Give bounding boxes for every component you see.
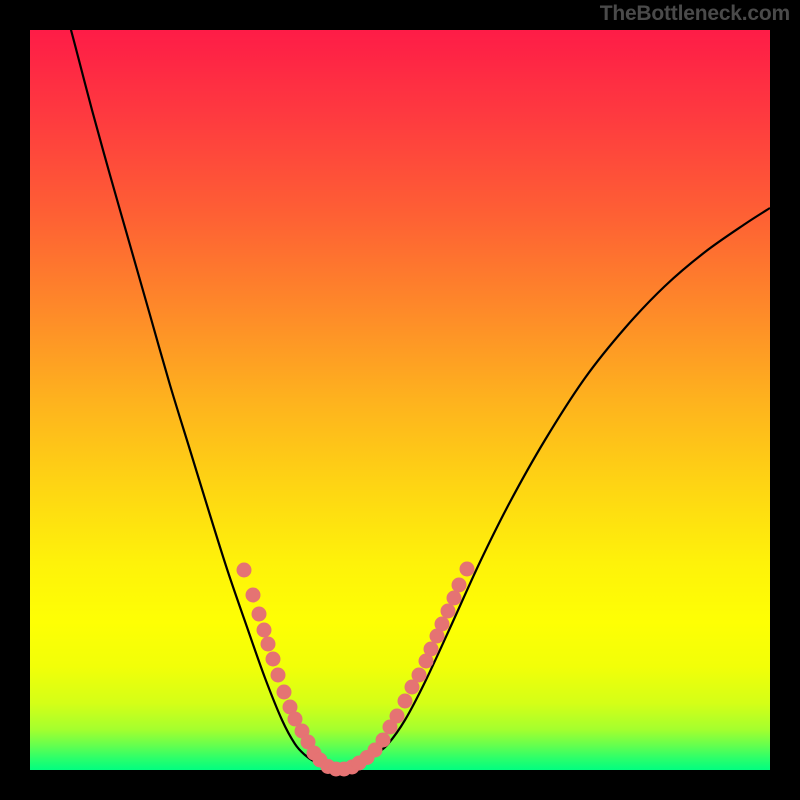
data-marker [271,668,286,683]
data-marker [460,562,475,577]
data-marker [252,607,267,622]
data-marker [398,694,413,709]
data-marker [376,733,391,748]
data-marker [452,578,467,593]
data-marker [246,588,261,603]
data-marker [424,642,439,657]
data-marker [257,623,272,638]
data-marker [261,637,276,652]
data-marker [277,685,292,700]
plot-area-rect [30,30,770,770]
data-marker [390,709,405,724]
data-marker [447,591,462,606]
chart-svg [0,0,800,800]
bottleneck-chart: TheBottleneck.com [0,0,800,800]
data-marker [237,563,252,578]
data-marker [441,604,456,619]
data-marker [266,652,281,667]
data-marker [412,668,427,683]
data-marker [435,617,450,632]
watermark-text: TheBottleneck.com [600,2,790,26]
